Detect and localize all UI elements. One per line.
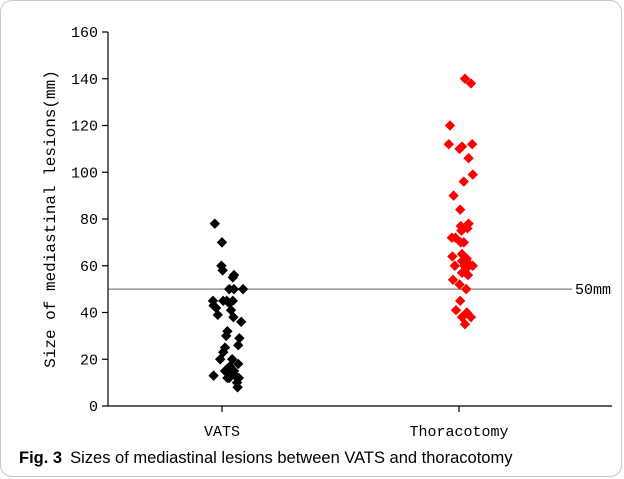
data-point: [450, 304, 462, 316]
y-tick-label: 100: [71, 165, 98, 182]
data-point: [210, 302, 222, 314]
data-point: [449, 260, 460, 271]
data-point: [208, 370, 219, 381]
data-point: [459, 73, 471, 84]
data-point: [459, 318, 471, 330]
y-tick-label: 160: [71, 25, 98, 42]
data-point: [207, 295, 219, 307]
data-point: [215, 354, 226, 365]
data-point: [467, 169, 478, 180]
data-point: [219, 342, 231, 353]
data-point: [463, 153, 474, 164]
y-tick-label: 20: [80, 352, 98, 369]
y-tick-label: 40: [80, 306, 98, 323]
data-point: [467, 139, 478, 150]
data-point: [455, 295, 466, 307]
data-point: [461, 283, 472, 295]
data-point: [444, 120, 456, 131]
figure-caption-label: Fig. 3: [19, 449, 63, 467]
reference-line-label: 50mm: [575, 282, 611, 299]
data-point: [454, 279, 465, 290]
data-point: [447, 251, 458, 262]
data-point: [447, 274, 459, 285]
y-tick-label: 120: [71, 119, 98, 136]
y-tick-label: 80: [80, 212, 98, 229]
series-thoracotomy: [443, 73, 478, 330]
y-tick-label: 0: [89, 399, 98, 416]
figure-caption: Fig. 3 Sizes of mediastinal lesions betwe…: [19, 449, 512, 468]
data-point: [209, 218, 220, 229]
data-point: [233, 358, 244, 370]
data-point: [446, 232, 457, 243]
data-point: [231, 377, 243, 388]
data-point: [455, 204, 466, 215]
data-point: [454, 143, 465, 155]
data-point: [227, 272, 238, 283]
data-point: [228, 311, 239, 323]
data-point: [458, 176, 469, 187]
data-point: [224, 283, 235, 295]
data-point: [465, 311, 477, 323]
x-tick-label-thoracotomy: Thoracotomy: [409, 424, 508, 441]
data-point: [222, 372, 233, 384]
figure-caption-text: Sizes of mediastinal lesions between VAT…: [70, 449, 513, 467]
data-point: [232, 382, 243, 393]
data-point: [443, 139, 454, 150]
data-point: [217, 265, 228, 276]
data-point: [233, 340, 244, 351]
data-point: [237, 283, 249, 295]
data-point: [216, 237, 228, 248]
data-point: [456, 225, 467, 236]
data-point: [448, 190, 459, 201]
y-tick-label: 140: [71, 72, 98, 89]
data-point: [224, 297, 235, 309]
data-point: [458, 237, 469, 248]
data-point: [234, 333, 245, 344]
series-vats: [207, 218, 249, 393]
data-point: [462, 269, 474, 281]
data-point: [212, 309, 223, 321]
y-tick-label: 60: [80, 259, 98, 276]
data-point: [221, 330, 232, 342]
x-tick-label-vats: VATS: [204, 424, 240, 441]
data-point: [219, 365, 231, 377]
data-point: [236, 316, 247, 328]
y-axis-label: Size of mediastinal lesions(mm): [42, 70, 60, 368]
data-point: [465, 78, 477, 89]
